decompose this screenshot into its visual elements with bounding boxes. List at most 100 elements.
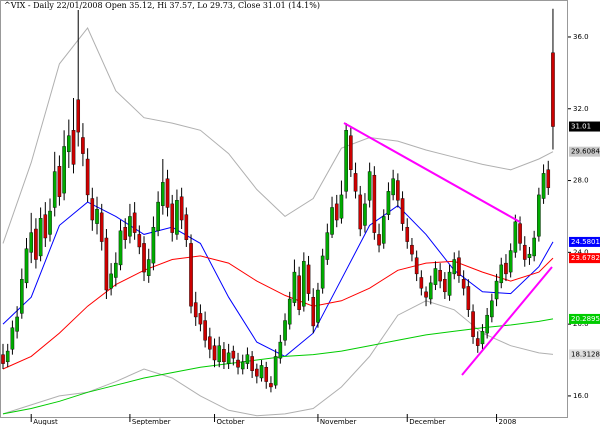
candle-body: [551, 52, 555, 127]
candle-body: [255, 368, 259, 377]
candle-body: [142, 243, 146, 273]
candle-body: [193, 302, 198, 318]
x-tick-label: September: [132, 418, 171, 425]
candle-body: [311, 297, 316, 327]
candle-body: [259, 365, 264, 379]
candle-body: [5, 350, 10, 363]
indicator-line: [2, 255, 554, 370]
candle-body: [537, 194, 541, 237]
candle-body: [419, 277, 424, 289]
candle-body: [212, 345, 217, 361]
candle-body: [443, 279, 447, 293]
value-badge: [569, 121, 600, 132]
candle-body: [226, 352, 231, 364]
candle-body: [330, 207, 334, 235]
candle-body: [123, 227, 128, 240]
candle-body: [297, 275, 301, 310]
candle-body: [208, 336, 212, 350]
candle-body: [466, 286, 471, 310]
candle-body: [494, 280, 499, 300]
candle-body: [527, 253, 532, 258]
candle-body: [541, 173, 546, 199]
candle-body: [316, 289, 320, 323]
x-tick-label: December: [409, 418, 445, 425]
value-badge-label: 24.5801: [571, 238, 600, 246]
chart-title: ^VIX - Daily 22/01/2008 Open 35.12, Hi 3…: [4, 1, 320, 10]
candle-body: [71, 130, 76, 165]
candle-body: [132, 212, 137, 233]
candle-body: [245, 354, 250, 364]
candle-body: [438, 270, 442, 282]
candle-body: [34, 228, 38, 260]
candle-body: [499, 264, 504, 284]
candle-body: [306, 264, 311, 294]
candle-body: [302, 261, 306, 307]
value-badge: [569, 313, 600, 324]
candle-body: [367, 171, 372, 201]
candle-body: [490, 300, 494, 318]
candle-body: [81, 137, 85, 154]
candle-body: [118, 230, 123, 266]
y-tick-label: 36.0: [573, 33, 589, 41]
candle-body: [391, 178, 395, 196]
candle-body: [386, 191, 391, 215]
candle-body: [222, 349, 226, 363]
candle-body: [104, 237, 109, 291]
candle-body: [546, 169, 551, 188]
candle-body: [95, 209, 99, 224]
candle-body: [428, 282, 433, 300]
candle-body: [269, 383, 273, 388]
trend-line: [343, 122, 521, 223]
y-tick-label: 16.0: [573, 392, 589, 400]
candle-body: [99, 212, 104, 242]
candle-body: [10, 327, 15, 350]
candle-body: [146, 259, 151, 276]
candle-body: [240, 361, 245, 370]
candle-body: [414, 257, 419, 275]
candle-body: [292, 271, 297, 303]
candle-body: [170, 203, 175, 233]
candle-body: [400, 198, 405, 224]
candle-body: [198, 313, 203, 325]
trend-line: [461, 266, 553, 376]
candle-body: [339, 194, 344, 219]
candle-body: [424, 291, 428, 298]
candle-body: [353, 173, 358, 192]
candle-body: [471, 311, 475, 337]
candle-body: [151, 227, 156, 264]
candle-body: [381, 216, 386, 244]
value-badge-label: 18.3128: [571, 350, 600, 358]
candle-body: [287, 298, 292, 325]
x-tick-label: November: [320, 418, 357, 425]
candle-body: [179, 196, 184, 221]
candle-body: [231, 350, 236, 359]
candle-body: [76, 99, 81, 133]
candle-body: [48, 210, 52, 235]
candle-body: [344, 130, 348, 192]
candle-body: [43, 214, 48, 239]
candle-body: [518, 223, 522, 244]
candle-body: [67, 135, 71, 153]
value-badge-label: 29.6084: [571, 148, 600, 156]
candle-body: [250, 356, 254, 371]
y-tick-label: 28.0: [573, 177, 589, 185]
candle-body: [203, 320, 207, 341]
candle-body: [38, 218, 43, 257]
candle-body: [184, 214, 189, 240]
x-tick-label: October: [217, 418, 245, 425]
candle-body: [62, 146, 66, 194]
value-badge-label: 23.6782: [571, 254, 600, 262]
candle-body: [283, 320, 287, 341]
candle-body: [175, 200, 179, 235]
candle-body: [90, 198, 95, 221]
candle-body: [522, 244, 527, 260]
candle-body: [349, 135, 353, 170]
candle-body: [29, 232, 34, 253]
candle-body: [480, 331, 485, 345]
candle-body: [278, 341, 283, 359]
candle-body: [461, 279, 466, 289]
y-tick-label: 20.0: [573, 320, 589, 328]
candle-body: [217, 345, 222, 363]
candle-body: [236, 359, 240, 368]
